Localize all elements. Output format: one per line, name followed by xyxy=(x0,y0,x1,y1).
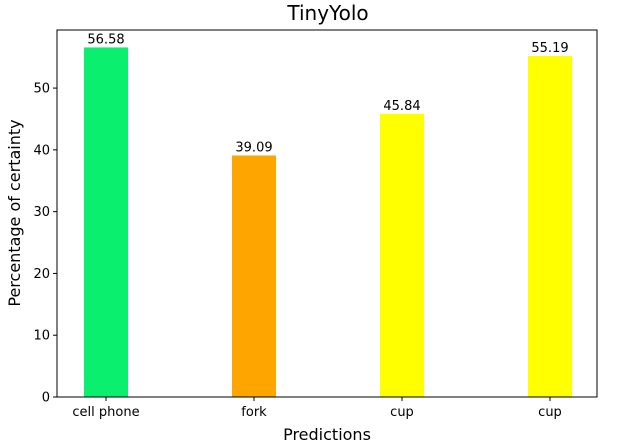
bars xyxy=(84,47,572,398)
data-label-2: 45.84 xyxy=(383,99,420,114)
x-tick-label-0: cell phone xyxy=(72,405,139,420)
plot-area-frame xyxy=(56,29,598,398)
data-label-0: 56.58 xyxy=(87,32,124,47)
x-axis: cell phone fork cup cup xyxy=(72,397,562,420)
chart-title: TinyYolo xyxy=(286,1,368,25)
y-tick-label-0: 0 xyxy=(42,391,50,406)
x-tick-label-3: cup xyxy=(538,405,562,420)
x-tick-label-2: cup xyxy=(390,405,414,420)
bar-2 xyxy=(380,113,424,398)
bar-3 xyxy=(528,56,572,397)
y-tick-label-3: 30 xyxy=(33,205,50,220)
bar-1 xyxy=(232,155,276,397)
y-axis: 0 10 20 30 40 50 xyxy=(33,82,57,406)
data-label-3: 55.19 xyxy=(531,41,568,56)
y-tick-label-1: 10 xyxy=(33,329,50,344)
data-labels: 56.58 39.09 45.84 55.19 xyxy=(87,32,568,155)
data-label-1: 39.09 xyxy=(235,140,272,155)
bar-0 xyxy=(84,47,128,398)
y-tick-label-4: 40 xyxy=(33,143,50,158)
y-axis-label: Percentage of certainty xyxy=(5,119,24,306)
x-tick-label-1: fork xyxy=(241,405,267,420)
x-axis-label: Predictions xyxy=(283,425,371,444)
y-tick-label-2: 20 xyxy=(33,267,50,282)
y-tick-label-5: 50 xyxy=(33,82,50,97)
